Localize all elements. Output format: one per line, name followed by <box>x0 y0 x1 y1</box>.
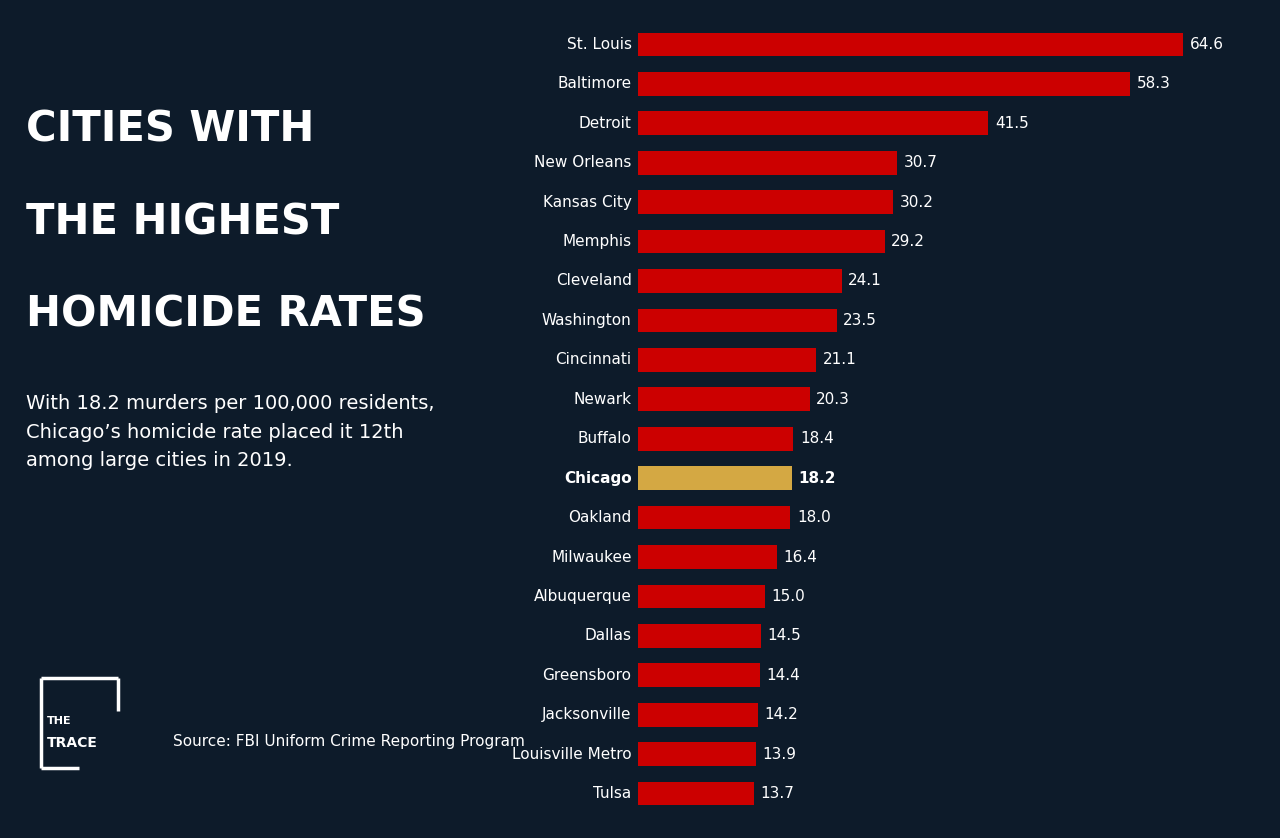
Text: Chicago: Chicago <box>564 471 631 486</box>
Text: Greensboro: Greensboro <box>543 668 631 683</box>
Text: 18.0: 18.0 <box>797 510 831 525</box>
Text: Source: FBI Uniform Crime Reporting Program: Source: FBI Uniform Crime Reporting Prog… <box>173 734 525 749</box>
Text: 30.7: 30.7 <box>904 155 938 170</box>
Bar <box>639 33 1183 56</box>
Text: Memphis: Memphis <box>562 234 631 249</box>
Text: Buffalo: Buffalo <box>577 432 631 446</box>
Text: 41.5: 41.5 <box>995 116 1029 131</box>
Text: New Orleans: New Orleans <box>534 155 631 170</box>
Text: Detroit: Detroit <box>579 116 631 131</box>
Text: 14.2: 14.2 <box>765 707 799 722</box>
Text: THE: THE <box>47 716 72 726</box>
Text: Cincinnati: Cincinnati <box>556 352 631 367</box>
Bar <box>639 111 988 135</box>
Text: Oakland: Oakland <box>568 510 631 525</box>
Text: Albuquerque: Albuquerque <box>534 589 631 604</box>
Text: 13.7: 13.7 <box>760 786 795 801</box>
Bar <box>639 348 817 372</box>
Text: THE HIGHEST: THE HIGHEST <box>26 201 339 243</box>
Text: 14.4: 14.4 <box>767 668 800 683</box>
Bar <box>639 585 765 608</box>
Bar <box>639 269 841 292</box>
Text: 16.4: 16.4 <box>783 550 817 565</box>
Text: Louisville Metro: Louisville Metro <box>512 747 631 762</box>
Text: 18.2: 18.2 <box>799 471 836 486</box>
Bar <box>639 466 792 490</box>
Text: Dallas: Dallas <box>585 628 631 644</box>
Text: Jacksonville: Jacksonville <box>541 707 631 722</box>
Text: 64.6: 64.6 <box>1190 37 1224 52</box>
Text: 18.4: 18.4 <box>800 432 835 446</box>
Text: Washington: Washington <box>541 313 631 328</box>
Text: CITIES WITH: CITIES WITH <box>26 109 314 151</box>
Bar <box>639 703 758 727</box>
Text: 24.1: 24.1 <box>849 273 882 288</box>
Text: 29.2: 29.2 <box>891 234 925 249</box>
Text: 30.2: 30.2 <box>900 194 933 210</box>
Text: 21.1: 21.1 <box>823 352 856 367</box>
Bar <box>639 427 794 451</box>
Bar <box>639 151 897 174</box>
Text: 13.9: 13.9 <box>763 747 796 762</box>
Text: 23.5: 23.5 <box>844 313 877 328</box>
Bar <box>639 230 884 253</box>
Text: Cleveland: Cleveland <box>556 273 631 288</box>
Bar <box>639 506 790 530</box>
Text: Milwaukee: Milwaukee <box>550 550 631 565</box>
Text: 15.0: 15.0 <box>772 589 805 604</box>
Bar <box>639 308 837 332</box>
Bar <box>639 782 754 805</box>
Bar <box>639 72 1130 96</box>
Bar <box>639 664 760 687</box>
Text: 14.5: 14.5 <box>767 628 801 644</box>
Text: St. Louis: St. Louis <box>567 37 631 52</box>
Bar <box>639 387 809 411</box>
Bar <box>639 546 777 569</box>
Bar <box>639 624 760 648</box>
Text: With 18.2 murders per 100,000 residents,
Chicago’s homicide rate placed it 12th
: With 18.2 murders per 100,000 residents,… <box>26 394 434 470</box>
Text: HOMICIDE RATES: HOMICIDE RATES <box>26 293 425 335</box>
Text: Kansas City: Kansas City <box>543 194 631 210</box>
Text: 20.3: 20.3 <box>817 392 850 406</box>
Text: Newark: Newark <box>573 392 631 406</box>
Text: TRACE: TRACE <box>47 736 99 750</box>
Bar <box>639 742 755 766</box>
Text: 58.3: 58.3 <box>1137 76 1171 91</box>
Text: Baltimore: Baltimore <box>557 76 631 91</box>
Text: Tulsa: Tulsa <box>593 786 631 801</box>
Bar <box>639 190 893 214</box>
